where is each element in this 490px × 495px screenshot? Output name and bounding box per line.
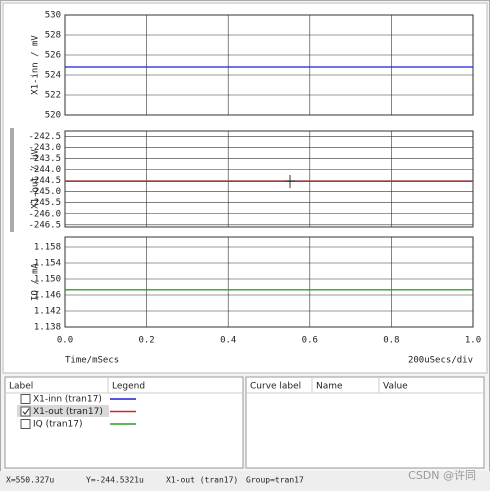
y-tick-label: 1.142 xyxy=(34,307,61,317)
y-tick-label: 1.146 xyxy=(34,291,61,301)
y-tick-label: 524 xyxy=(45,71,61,81)
status-field: X1-out (tran17) xyxy=(166,476,238,485)
y-axis-title: IQ / mA xyxy=(31,262,41,301)
y-tick-label: 528 xyxy=(45,31,61,41)
y-tick-label: 1.150 xyxy=(34,275,61,285)
y-tick-label: -242.5 xyxy=(28,132,61,142)
x-scale-note: 200uSecs/div xyxy=(408,356,473,366)
legend-panel xyxy=(4,376,244,469)
plot-area xyxy=(64,130,474,228)
curve-panel xyxy=(245,376,485,469)
y-tick-label: -244.5 xyxy=(28,176,61,186)
y-tick-label: 1.154 xyxy=(34,259,61,269)
y-tick-label: 526 xyxy=(45,51,61,61)
legend-header: Label xyxy=(9,382,33,392)
checkbox[interactable] xyxy=(20,406,31,417)
y-tick-label: -245.0 xyxy=(28,187,61,197)
y-tick-label: 1.138 xyxy=(34,323,61,333)
status-field: Y=-244.5321u xyxy=(86,476,144,485)
y-tick-label: 1.158 xyxy=(34,243,61,253)
x-tick-label: 0.8 xyxy=(383,336,399,346)
x-tick-label: 0.0 xyxy=(57,336,73,346)
status-bar xyxy=(0,471,490,491)
x-tick-label: 0.4 xyxy=(220,336,236,346)
checkbox[interactable] xyxy=(20,394,31,404)
status-field: Group=tran17 xyxy=(246,476,304,485)
y-tick-label: -243.0 xyxy=(28,143,61,153)
checkbox[interactable] xyxy=(20,419,31,429)
status-field: X=550.327u xyxy=(6,476,54,485)
legend-label: IQ (tran17) xyxy=(33,420,83,430)
x-tick-label: 0.6 xyxy=(302,336,318,346)
curve-header: Curve label xyxy=(250,382,301,392)
row-highlight xyxy=(17,405,109,417)
y-axis-title: X1-inn / mV xyxy=(31,35,41,95)
watermark: CSDN @许同 xyxy=(408,469,476,482)
x-axis-title: Time/mSecs xyxy=(65,356,119,366)
y-tick-label: -245.5 xyxy=(28,198,61,208)
plot-area xyxy=(64,236,474,328)
x-tick-label: 0.2 xyxy=(138,336,154,346)
curve-header: Value xyxy=(383,382,408,392)
y-tick-label: -246.5 xyxy=(28,220,61,230)
y-tick-label: -244.0 xyxy=(28,165,61,175)
y-tick-label: 530 xyxy=(45,11,61,21)
y-tick-label: -246.0 xyxy=(28,209,61,219)
cursor xyxy=(285,175,295,188)
legend-label: X1-inn (tran17) xyxy=(33,395,102,405)
y-axis-title: X1-out / uV xyxy=(31,149,41,209)
y-tick-label: 520 xyxy=(45,111,61,121)
y-tick-label: -243.5 xyxy=(28,154,61,164)
curve-header: Name xyxy=(316,382,343,392)
checkmark xyxy=(22,408,30,415)
y-tick-label: 522 xyxy=(45,91,61,101)
x-tick-label: 1.0 xyxy=(465,336,481,346)
plot-area xyxy=(64,14,474,116)
legend-label: X1-out (tran17) xyxy=(33,407,103,417)
legend-header: Legend xyxy=(112,382,145,392)
